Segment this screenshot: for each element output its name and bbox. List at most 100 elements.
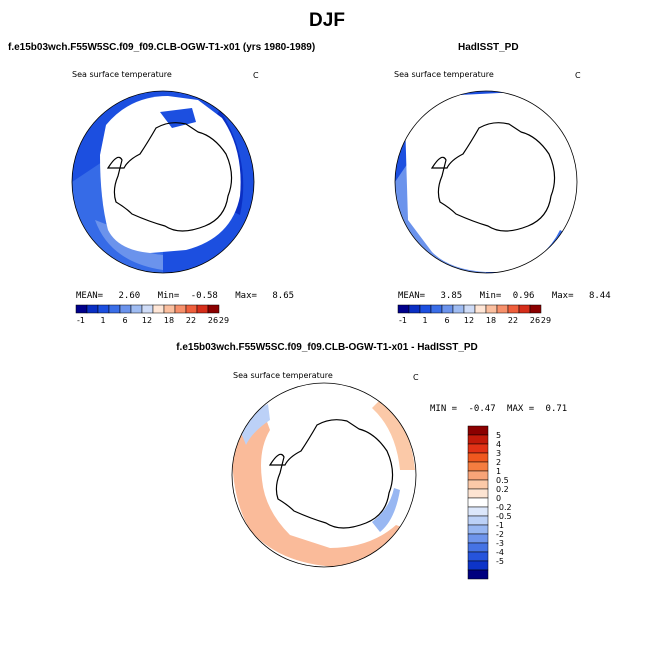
diff-stats: MIN = -0.47 MAX = 0.71	[430, 404, 567, 414]
right-panel-title: HadISST_PD	[458, 42, 519, 53]
right-colorbar-swatch	[452, 304, 465, 314]
diff-colorbar-swatch	[467, 560, 489, 571]
right-colorbar-tick-label: -1	[399, 316, 407, 325]
right-colorbar-tick-label: 12	[464, 316, 474, 325]
diff-warm-patch	[372, 400, 415, 470]
diff-max-value: 0.71	[545, 404, 568, 414]
diff-colorbar-tick-label: 0.2	[496, 485, 509, 494]
diff-colorbar-swatch	[467, 434, 489, 445]
right-stats: MEAN= 3.85 Min= 0.96 Max= 8.44	[398, 291, 611, 301]
left-colorbar-tick-label: 1	[100, 316, 105, 325]
left-colorbar-swatch	[185, 304, 198, 314]
diff-colorbar-tick-label: 5	[496, 431, 501, 440]
right-colorbar-tick-label: 29	[541, 316, 551, 325]
right-colorbar-swatch	[485, 304, 498, 314]
right-colorbar-swatch	[463, 304, 476, 314]
diff-colorbar-swatch	[467, 452, 489, 463]
diff-colorbar-swatch	[467, 425, 489, 436]
right-colorbar-swatch	[474, 304, 487, 314]
diff-warm-ring	[232, 408, 410, 567]
right-colorbar-tick-label: 6	[444, 316, 449, 325]
right-min-label: Min=	[479, 291, 502, 301]
diff-panel-title: f.e15b03wch.F55W5SC.f09_f09.CLB-OGW-T1-x…	[176, 342, 478, 353]
left-colorbar-swatch	[75, 304, 88, 314]
left-colorbar-swatch	[174, 304, 187, 314]
left-max-label: Max=	[235, 291, 257, 301]
left-colorbar-swatch	[163, 304, 176, 314]
left-colorbar-tick-label: 26	[208, 316, 218, 325]
left-colorbar-swatch	[119, 304, 132, 314]
diff-colorbar-tick-label: -2	[496, 530, 504, 539]
diff-min-value: -0.47	[468, 404, 496, 414]
diff-colorbar-tick-label: -0.2	[496, 503, 512, 512]
diff-colorbar-swatch	[467, 497, 489, 508]
right-colorbar-swatch	[430, 304, 443, 314]
right-mean-label: MEAN=	[398, 291, 426, 301]
diff-colorbar-swatch	[467, 488, 489, 499]
left-mean-label: MEAN=	[76, 291, 104, 301]
right-colorbar-tick-label: 1	[422, 316, 427, 325]
diff-colorbar-swatch	[467, 461, 489, 472]
left-colorbar-tick-label: 6	[122, 316, 127, 325]
left-antarctica-outline	[106, 122, 233, 232]
left-stats: MEAN= 2.60 Min= -0.58 Max= 8.65	[76, 291, 294, 301]
diff-colorbar-tick-label: 2	[496, 458, 501, 467]
right-colorbar-tick-label: 18	[486, 316, 496, 325]
left-min-label: Min=	[157, 291, 180, 301]
diff-max-label: MAX =	[507, 404, 535, 414]
diff-colorbar-tick-label: -4	[496, 548, 504, 557]
right-max-label: Max=	[551, 291, 574, 301]
right-colorbar-tick-label: 22	[508, 316, 518, 325]
left-colorbar-swatch	[86, 304, 99, 314]
diff-polar-map	[231, 382, 417, 568]
left-mean-value: 2.60	[118, 291, 141, 301]
right-colorbar-swatch	[507, 304, 520, 314]
diff-colorbar-tick-label: 4	[496, 440, 501, 449]
left-min-value: -0.58	[190, 291, 218, 301]
right-colorbar-swatch	[529, 304, 542, 314]
diff-antarctica-outline	[268, 419, 394, 529]
left-units-label: C	[253, 71, 259, 80]
left-max-value: 8.65	[272, 291, 295, 301]
left-colorbar-swatch	[130, 304, 143, 314]
right-mean-value: 3.85	[440, 291, 463, 301]
left-colorbar-tick-label: -1	[77, 316, 85, 325]
left-map-border	[71, 90, 255, 274]
right-colorbar: -1 1 6 12 18 22 26 29	[397, 304, 551, 325]
right-colorbar-tick-label: 26	[530, 316, 540, 325]
diff-colorbar-swatch	[467, 524, 489, 535]
left-colorbar-swatch	[141, 304, 154, 314]
diff-colorbar-tick-label: -0.5	[496, 512, 512, 521]
right-antarctica-outline	[430, 122, 556, 232]
diff-colorbar-swatch	[467, 506, 489, 517]
diff-variable-label: Sea surface temperature	[233, 371, 333, 380]
right-colorbar-swatch	[441, 304, 454, 314]
left-colorbar-tick-label: 12	[142, 316, 152, 325]
right-variable-label: Sea surface temperature	[394, 70, 494, 79]
right-max-value: 8.44	[588, 291, 611, 301]
diff-cool-patch-east	[372, 488, 400, 532]
diff-colorbar-swatch	[467, 542, 489, 553]
diff-colorbar-swatch	[467, 569, 489, 580]
right-min-value: 0.96	[512, 291, 535, 301]
diff-colorbar-swatch	[467, 479, 489, 490]
left-colorbar-swatch	[196, 304, 209, 314]
diff-colorbar-swatch	[467, 515, 489, 526]
diff-colorbar-tick-label: 3	[496, 449, 501, 458]
diff-colorbar-tick-label: 1	[496, 467, 501, 476]
left-colorbar-swatch	[207, 304, 220, 314]
right-map-border	[394, 90, 578, 274]
diff-colorbar-swatch	[467, 533, 489, 544]
left-colorbar-swatch	[108, 304, 121, 314]
diff-min-label: MIN =	[430, 404, 458, 414]
right-colorbar-swatch	[496, 304, 509, 314]
diff-cool-patch	[240, 404, 270, 445]
diff-colorbar-swatch	[467, 470, 489, 481]
left-colorbar-tick-label: 29	[219, 316, 229, 325]
diff-colorbar-tick-label: -1	[496, 521, 504, 530]
diff-colorbar-swatch	[467, 443, 489, 454]
right-colorbar-swatch	[419, 304, 432, 314]
left-colorbar: -1 1 6 12 18 22 26 29	[75, 304, 229, 325]
diff-colorbar-tick-label: -5	[496, 557, 504, 566]
right-colorbar-swatch	[408, 304, 421, 314]
